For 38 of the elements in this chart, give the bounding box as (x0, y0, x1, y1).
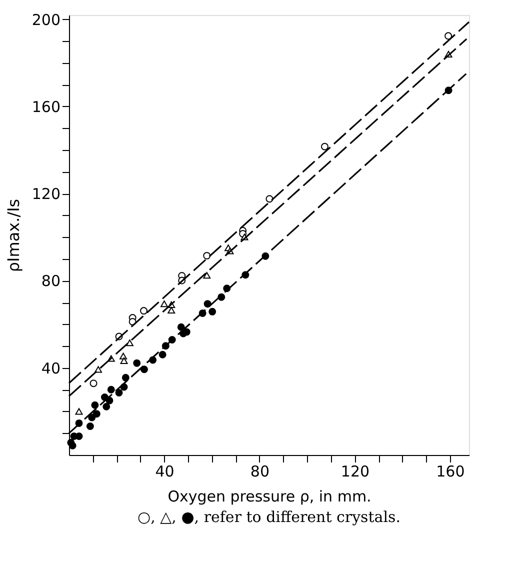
point (75, 408, 83, 415)
x-tick-label: 160 (436, 462, 465, 480)
y-tick-label: 80 (41, 272, 60, 290)
x-tick-label: 80 (250, 462, 270, 480)
point (120, 357, 128, 364)
point (133, 359, 141, 367)
point (266, 195, 274, 203)
point (102, 402, 110, 410)
point (320, 142, 328, 150)
point (88, 414, 96, 422)
x-tick-label: 120 (340, 462, 370, 480)
x-tick-label: 40 (155, 462, 174, 480)
y-tick-label: 120 (32, 185, 60, 204)
text: ○, △, ●, refer to different crystals. (138, 508, 400, 526)
point (160, 300, 168, 308)
y-tick-label: 40 (41, 359, 60, 378)
point (122, 374, 130, 382)
y-axis-title: ρImax./Is (4, 198, 23, 272)
point (107, 386, 115, 394)
point (140, 366, 148, 374)
point (86, 422, 94, 430)
point (91, 401, 99, 409)
point (140, 307, 148, 315)
point (203, 252, 211, 260)
point (68, 442, 76, 450)
x-axis-title: Oxygen pressure ρ, in mm. (168, 488, 372, 506)
y-tick-label: 160 (32, 98, 60, 116)
point (203, 272, 211, 279)
point (208, 308, 216, 316)
point (126, 340, 134, 346)
point (444, 32, 452, 40)
point (90, 380, 98, 388)
y-tick-label: 200 (32, 10, 60, 29)
point (177, 323, 185, 331)
point (158, 350, 166, 358)
point (204, 300, 212, 308)
point (115, 388, 123, 396)
point (168, 306, 176, 314)
